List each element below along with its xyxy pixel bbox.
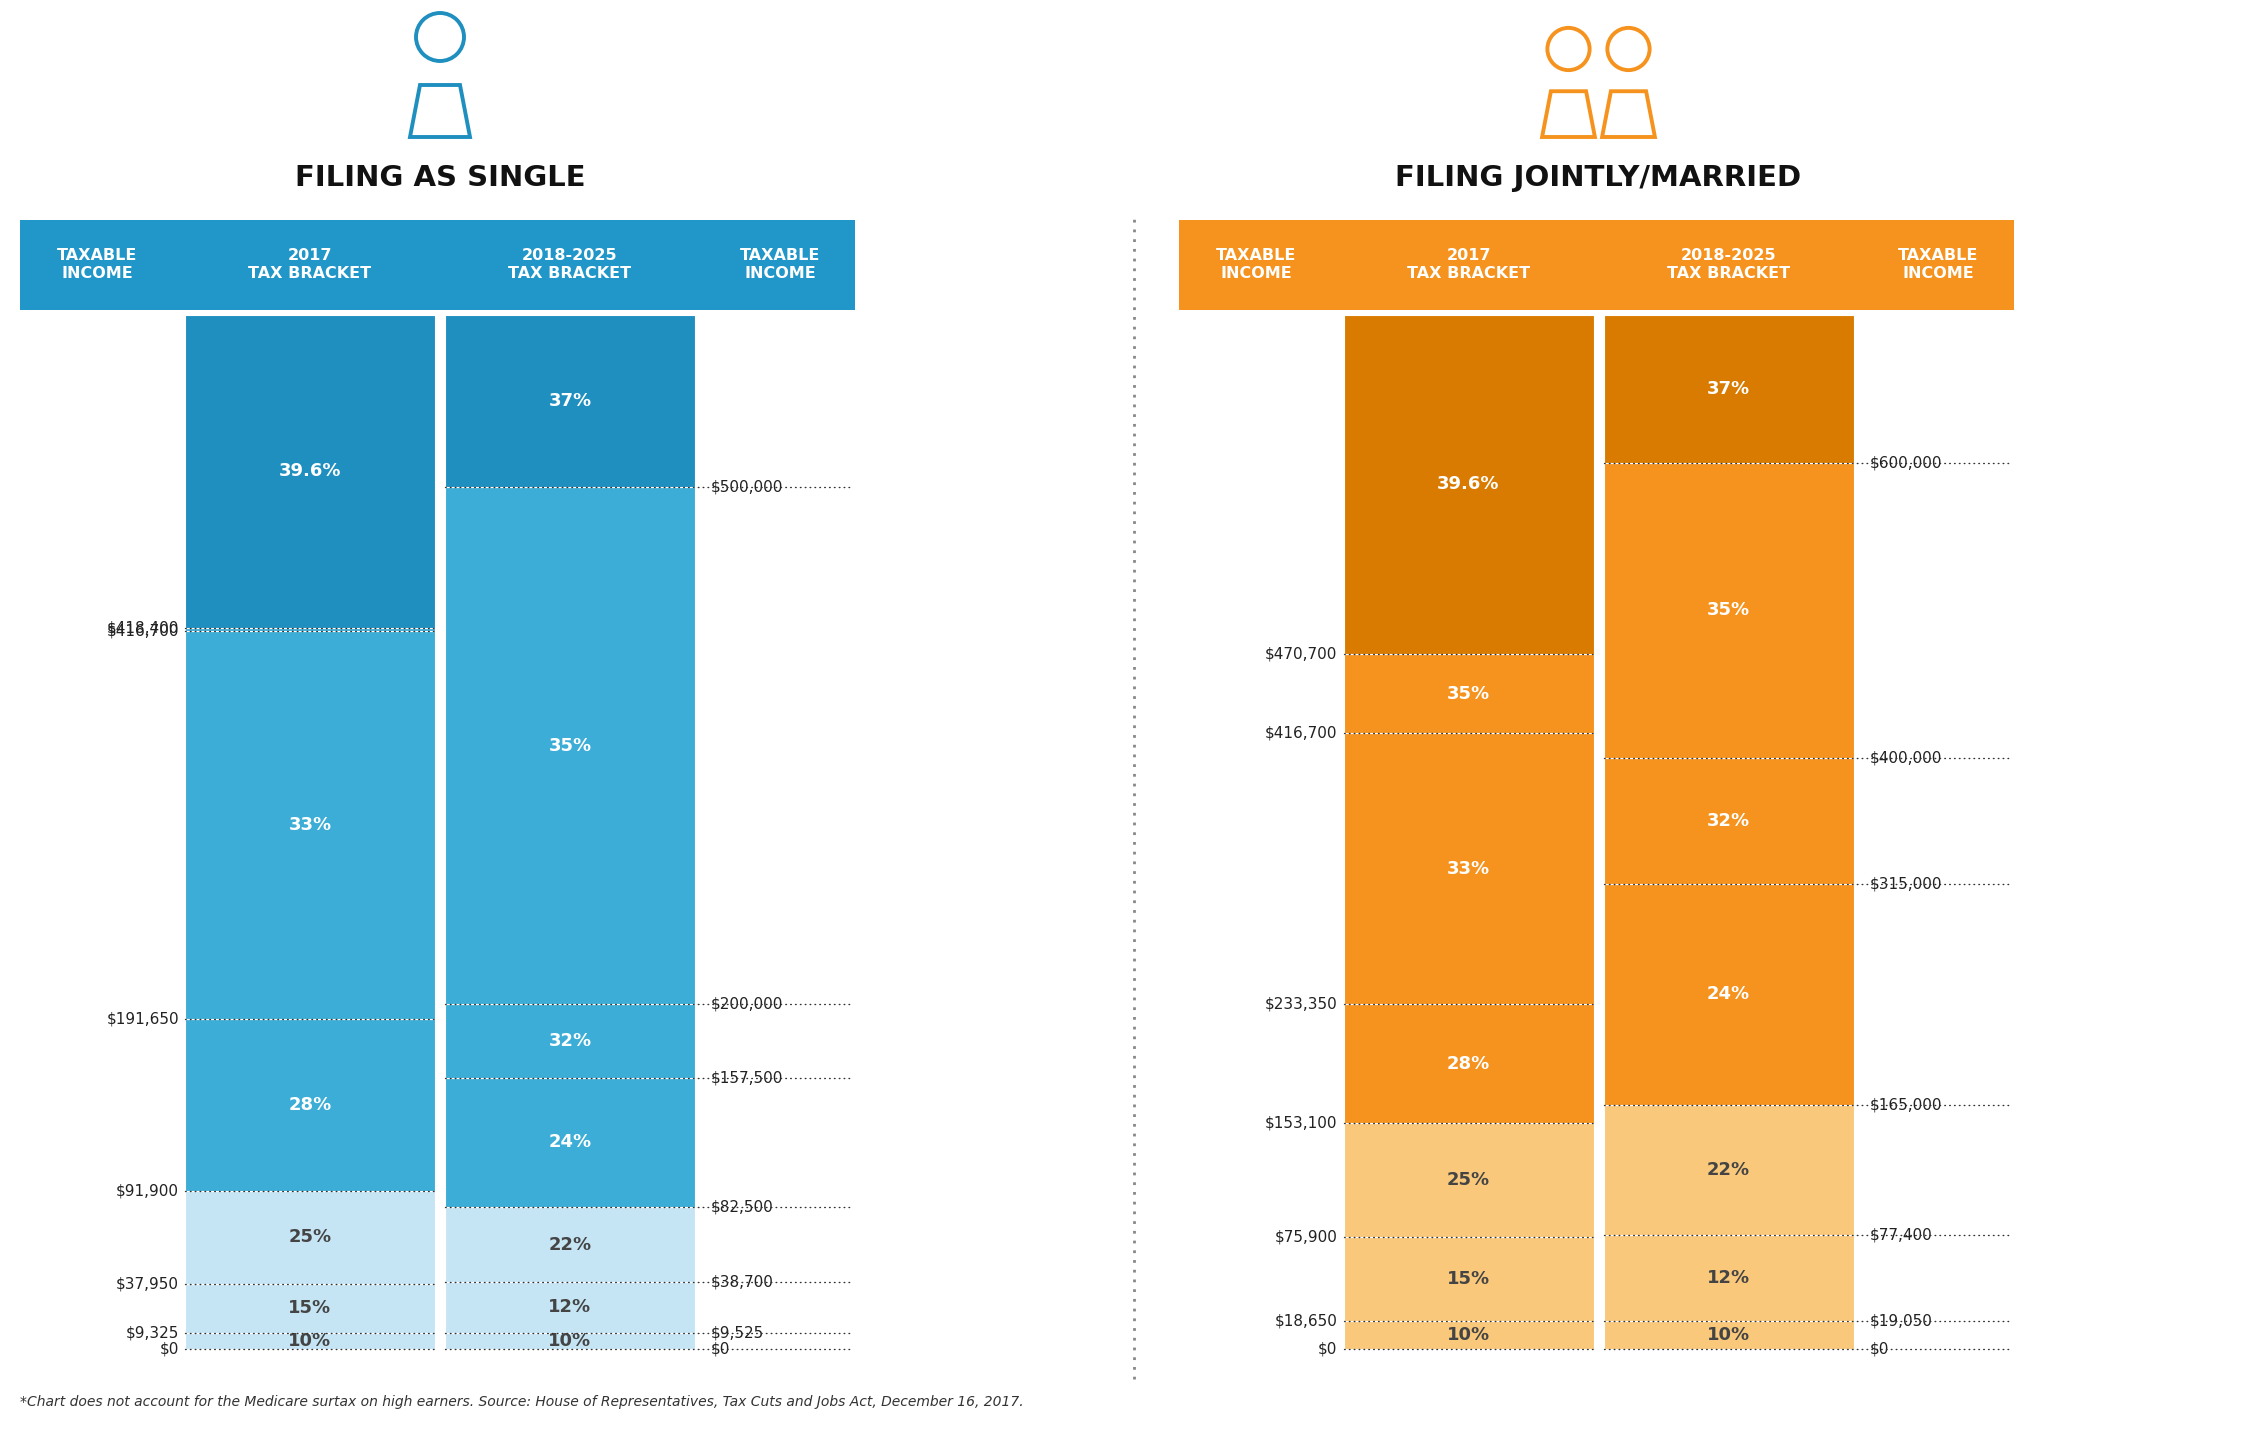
Text: $153,100: $153,100 <box>1265 1116 1338 1130</box>
Text: 12%: 12% <box>549 1298 592 1317</box>
Text: $18,650: $18,650 <box>1274 1314 1338 1329</box>
Text: 22%: 22% <box>549 1236 592 1253</box>
Text: FILING JOINTLY/MARRIED: FILING JOINTLY/MARRIED <box>1396 164 1802 193</box>
Text: 10%: 10% <box>1446 1326 1489 1345</box>
Text: 32%: 32% <box>1707 811 1750 830</box>
Bar <box>1603 884 1854 1106</box>
Text: 33%: 33% <box>288 816 331 833</box>
Bar <box>186 630 435 1019</box>
Text: $416,700: $416,700 <box>1265 726 1338 740</box>
Bar <box>1344 733 1594 1004</box>
Text: 15%: 15% <box>1446 1271 1489 1288</box>
Text: *Chart does not account for the Medicare surtax on high earners. Source: House o: *Chart does not account for the Medicare… <box>20 1395 1025 1410</box>
Bar <box>186 1019 435 1191</box>
Text: 22%: 22% <box>1707 1161 1750 1179</box>
Bar <box>1344 1004 1594 1123</box>
Text: TAXABLE
INCOME: TAXABLE INCOME <box>57 248 138 281</box>
Bar <box>186 1333 435 1349</box>
Text: $500,000: $500,000 <box>712 480 784 494</box>
Text: $37,950: $37,950 <box>116 1277 179 1291</box>
Bar <box>1344 653 1594 733</box>
Text: 28%: 28% <box>288 1095 331 1114</box>
Text: $9,325: $9,325 <box>125 1326 179 1340</box>
Bar <box>1603 462 1854 758</box>
Text: 2017
TAX BRACKET: 2017 TAX BRACKET <box>249 248 372 281</box>
Bar <box>444 314 696 487</box>
Bar <box>186 1191 435 1284</box>
Text: 39.6%: 39.6% <box>1437 475 1501 493</box>
Bar <box>444 487 696 1004</box>
Text: 28%: 28% <box>1446 1055 1489 1072</box>
Text: 25%: 25% <box>1446 1171 1489 1188</box>
Bar <box>444 1282 696 1333</box>
Text: $470,700: $470,700 <box>1265 646 1338 661</box>
Text: 2018-2025
TAX BRACKET: 2018-2025 TAX BRACKET <box>1666 248 1791 281</box>
Text: $0: $0 <box>1870 1342 1888 1356</box>
Text: 39.6%: 39.6% <box>279 462 342 481</box>
Text: $418,400: $418,400 <box>107 620 179 636</box>
Text: 24%: 24% <box>549 1133 592 1151</box>
Text: 35%: 35% <box>1707 601 1750 619</box>
Text: 37%: 37% <box>1707 380 1750 398</box>
Bar <box>444 1078 696 1207</box>
Text: $200,000: $200,000 <box>712 997 784 1011</box>
Text: $400,000: $400,000 <box>1870 751 1943 765</box>
Text: TAXABLE
INCOME: TAXABLE INCOME <box>1897 248 1979 281</box>
Text: 25%: 25% <box>288 1229 331 1246</box>
Bar <box>186 1284 435 1333</box>
Bar <box>444 1004 696 1078</box>
Text: $82,500: $82,500 <box>712 1200 773 1214</box>
Text: $233,350: $233,350 <box>1265 997 1338 1011</box>
Text: 32%: 32% <box>549 1032 592 1051</box>
Text: 2018-2025
TAX BRACKET: 2018-2025 TAX BRACKET <box>508 248 632 281</box>
Bar <box>444 1333 696 1349</box>
Bar <box>1344 1321 1594 1349</box>
Text: $191,650: $191,650 <box>107 1011 179 1026</box>
Text: $600,000: $600,000 <box>1870 455 1943 471</box>
Text: $38,700: $38,700 <box>712 1275 773 1290</box>
Text: 24%: 24% <box>1707 985 1750 1004</box>
Text: FILING AS SINGLE: FILING AS SINGLE <box>295 164 585 193</box>
Text: 37%: 37% <box>549 393 592 410</box>
Bar <box>1603 1235 1854 1321</box>
Text: $91,900: $91,900 <box>116 1184 179 1198</box>
Bar <box>1603 1321 1854 1349</box>
Text: 15%: 15% <box>288 1300 331 1317</box>
Bar <box>1344 314 1594 653</box>
Text: 35%: 35% <box>1446 684 1489 703</box>
Text: TAXABLE
INCOME: TAXABLE INCOME <box>1215 248 1297 281</box>
Text: $19,050: $19,050 <box>1870 1313 1931 1329</box>
Bar <box>186 314 435 627</box>
Text: 33%: 33% <box>1446 859 1489 878</box>
Text: TAXABLE
INCOME: TAXABLE INCOME <box>739 248 821 281</box>
Text: $0: $0 <box>159 1342 179 1356</box>
Bar <box>1344 1237 1594 1321</box>
Text: 35%: 35% <box>549 738 592 755</box>
Text: $9,525: $9,525 <box>712 1324 764 1340</box>
Text: 2017
TAX BRACKET: 2017 TAX BRACKET <box>1408 248 1530 281</box>
Text: $416,700: $416,700 <box>107 623 179 639</box>
Bar <box>444 1207 696 1282</box>
Text: $77,400: $77,400 <box>1870 1227 1931 1242</box>
Text: 10%: 10% <box>288 1332 331 1350</box>
Bar <box>20 220 855 310</box>
Text: $75,900: $75,900 <box>1274 1229 1338 1245</box>
Text: $0: $0 <box>1317 1342 1338 1356</box>
Text: 10%: 10% <box>1707 1326 1750 1343</box>
Text: 12%: 12% <box>1707 1269 1750 1287</box>
Text: $0: $0 <box>712 1342 730 1356</box>
Text: $165,000: $165,000 <box>1870 1098 1943 1113</box>
Bar <box>1179 220 2013 310</box>
Bar <box>1603 1106 1854 1235</box>
Text: $315,000: $315,000 <box>1870 877 1943 891</box>
Text: $157,500: $157,500 <box>712 1069 784 1085</box>
Bar <box>1603 758 1854 884</box>
Text: 10%: 10% <box>549 1332 592 1350</box>
Bar <box>1344 1123 1594 1237</box>
Bar <box>1603 314 1854 462</box>
Bar <box>186 627 435 630</box>
